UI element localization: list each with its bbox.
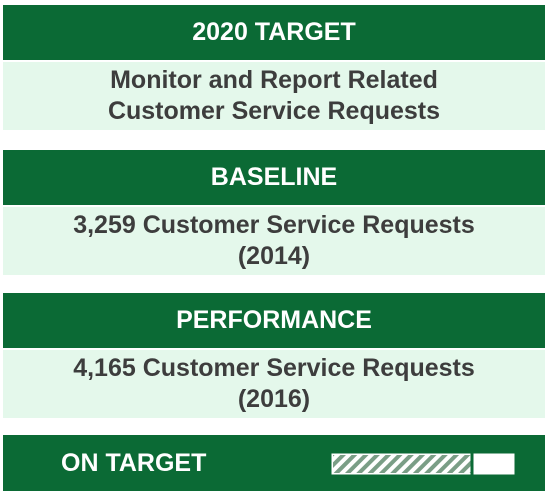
progress-indicator — [331, 453, 515, 475]
section-title: 2020 TARGET — [192, 18, 356, 46]
section-body: 3,259 Customer Service Requests (2014) — [3, 207, 545, 275]
status-label: ON TARGET — [61, 448, 207, 477]
status-bar: ON TARGET — [3, 435, 545, 491]
section-body: 4,165 Customer Service Requests (2016) — [3, 350, 545, 418]
section-line: (2014) — [237, 242, 311, 270]
section-line: Customer Service Requests — [107, 97, 441, 125]
section-header: BASELINE — [3, 150, 545, 205]
section-header: PERFORMANCE — [3, 293, 545, 348]
section-line: 4,165 Customer Service Requests — [73, 354, 475, 382]
section-line: (2016) — [237, 385, 311, 413]
section-body: Monitor and Report Related Customer Serv… — [3, 62, 545, 130]
section-line: Monitor and Report Related — [110, 66, 438, 94]
section-header: 2020 TARGET — [3, 5, 545, 60]
section-title: PERFORMANCE — [176, 306, 372, 334]
progress-fill — [333, 455, 471, 473]
section-title: BASELINE — [210, 163, 338, 191]
section-line: 3,259 Customer Service Requests — [73, 211, 475, 239]
